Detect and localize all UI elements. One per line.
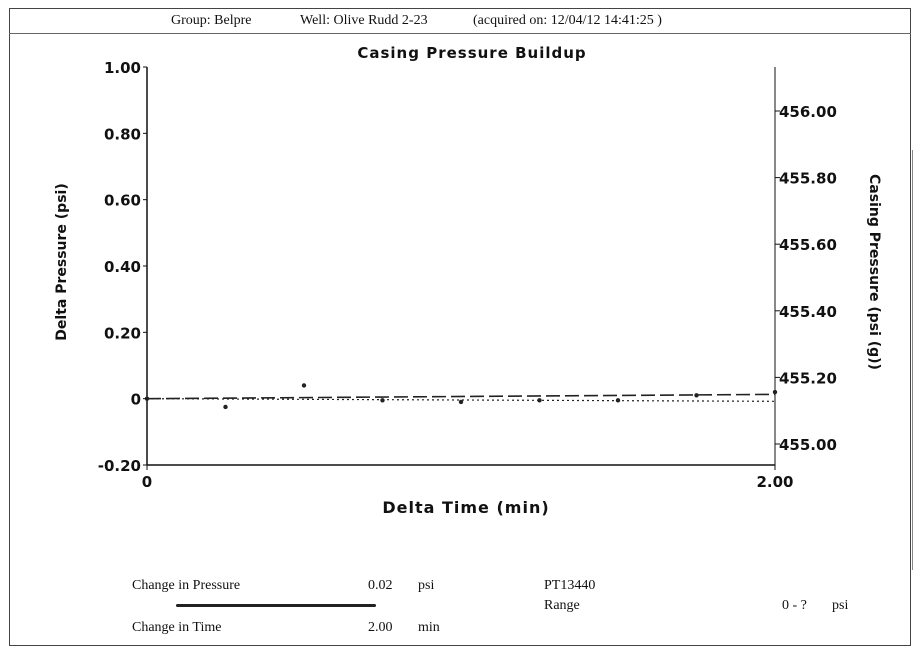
y2-tick-label: 455.20 (779, 369, 837, 387)
range-value: 0 - ? (782, 598, 807, 613)
chart-title: Casing Pressure Buildup (357, 44, 586, 62)
report-frame (9, 8, 911, 646)
chart-marks (144, 383, 778, 410)
data-point (772, 389, 778, 395)
change-in-time-value: 2.00 (368, 620, 393, 635)
page-edge-line (912, 150, 913, 570)
y2-tick-label: 455.40 (779, 303, 837, 321)
change-in-time-label: Change in Time (132, 620, 222, 635)
y-tick-label: 0.40 (104, 258, 141, 276)
data-point (537, 398, 542, 403)
y2-tick-label: 455.80 (779, 170, 837, 188)
data-point (458, 399, 464, 405)
x-tick-label: 0 (142, 473, 152, 491)
change-in-time-unit: min (418, 620, 440, 635)
data-point (301, 383, 307, 388)
y2-tick-label: 456.00 (779, 103, 837, 121)
y-tick-label: 0 (131, 391, 141, 409)
gauge-id: PT13440 (544, 578, 596, 593)
data-point (380, 398, 385, 403)
well-label: Well: Olive Rudd 2-23 (300, 13, 428, 28)
range-label: Range (544, 598, 580, 613)
y-tick-label: 0.60 (104, 192, 141, 210)
x-axis-label: Delta Time (min) (382, 498, 549, 517)
range-unit: psi (832, 598, 849, 613)
chart-ticks: 1.000.800.600.400.200-0.20456.00455.8045… (98, 59, 837, 491)
acquired-timestamp: (acquired on: 12/04/12 14:41:25 ) (473, 13, 662, 28)
x-tick-label: 2.00 (756, 473, 793, 491)
y-tick-label: 1.00 (104, 59, 141, 77)
y-tick-label: 0.20 (104, 324, 141, 342)
change-in-pressure-value: 0.02 (368, 578, 393, 593)
group-label: Group: Belpre (171, 13, 252, 28)
dashed-trend-line (146, 393, 776, 400)
header-divider (9, 33, 911, 34)
y2-tick-label: 455.60 (779, 236, 837, 254)
y-tick-label: 0.80 (104, 125, 141, 143)
data-point (223, 404, 228, 410)
data-point (694, 393, 699, 398)
y2-tick-label: 455.00 (779, 436, 837, 454)
change-in-pressure-unit: psi (418, 578, 435, 593)
y-axis-label: Delta Pressure (psi) (54, 183, 70, 340)
chart-axes (146, 67, 776, 466)
change-in-pressure-label: Change in Pressure (132, 578, 241, 593)
legend-line-swatch (176, 604, 376, 607)
y2-axis-label: Casing Pressure (psi (g)) (866, 174, 882, 370)
data-point (615, 398, 621, 403)
y-tick-label: -0.20 (98, 457, 141, 475)
